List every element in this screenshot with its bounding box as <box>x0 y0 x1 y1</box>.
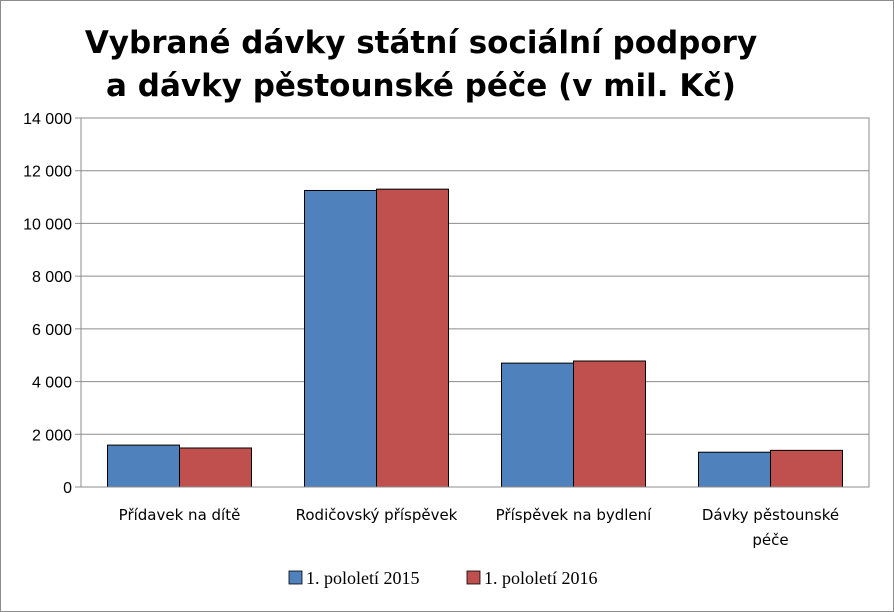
legend-swatch <box>288 570 303 585</box>
y-tick-label: 4 000 <box>32 375 72 392</box>
y-tick-label: 14 000 <box>23 111 72 128</box>
legend-label: 1. pololetí 2016 <box>484 568 598 588</box>
category-label: Rodičovský příspěvek <box>296 506 458 524</box>
category-label: Dávky pěstounské <box>702 506 839 524</box>
bar <box>107 444 180 488</box>
y-tick-label: 8 000 <box>32 269 72 286</box>
legend-label: 1. pololetí 2015 <box>306 568 420 588</box>
bar <box>501 362 574 488</box>
y-tick-label: 12 000 <box>23 164 72 181</box>
bar <box>376 188 449 488</box>
plot-border <box>80 117 870 488</box>
bar <box>770 449 843 488</box>
y-tick-label: 0 <box>63 480 72 497</box>
gridlines <box>81 117 869 435</box>
category-label: Příspěvek na bydlení <box>496 506 653 524</box>
bar <box>698 451 771 488</box>
plot-area <box>80 117 870 488</box>
chart-title: Vybrané dávky státní sociální podpory a d… <box>85 25 757 104</box>
y-tick-label: 2 000 <box>32 427 72 444</box>
legend-swatch <box>466 570 481 585</box>
bar <box>573 360 646 488</box>
legend: 1. pololetí 2015 1. pololetí 2016 <box>288 568 598 588</box>
y-axis-ticks: 0 2 000 4 000 6 000 8 000 10 000 12 000 14 000 <box>23 111 81 497</box>
title-line: a dávky pěstounské péče (v mil. Kč) <box>106 68 736 104</box>
bar <box>304 189 377 488</box>
y-tick-label: 10 000 <box>23 216 72 233</box>
bars <box>81 188 869 488</box>
category-label: péče <box>752 531 788 549</box>
y-tick-label: 6 000 <box>32 322 72 339</box>
category-label: Přídavek na dítě <box>119 506 241 524</box>
title-line: Vybrané dávky státní sociální podpory <box>85 25 757 61</box>
x-axis-categories: Přídavek na dítě Rodičovský příspěvek Přís… <box>119 506 839 549</box>
bar <box>179 447 252 488</box>
